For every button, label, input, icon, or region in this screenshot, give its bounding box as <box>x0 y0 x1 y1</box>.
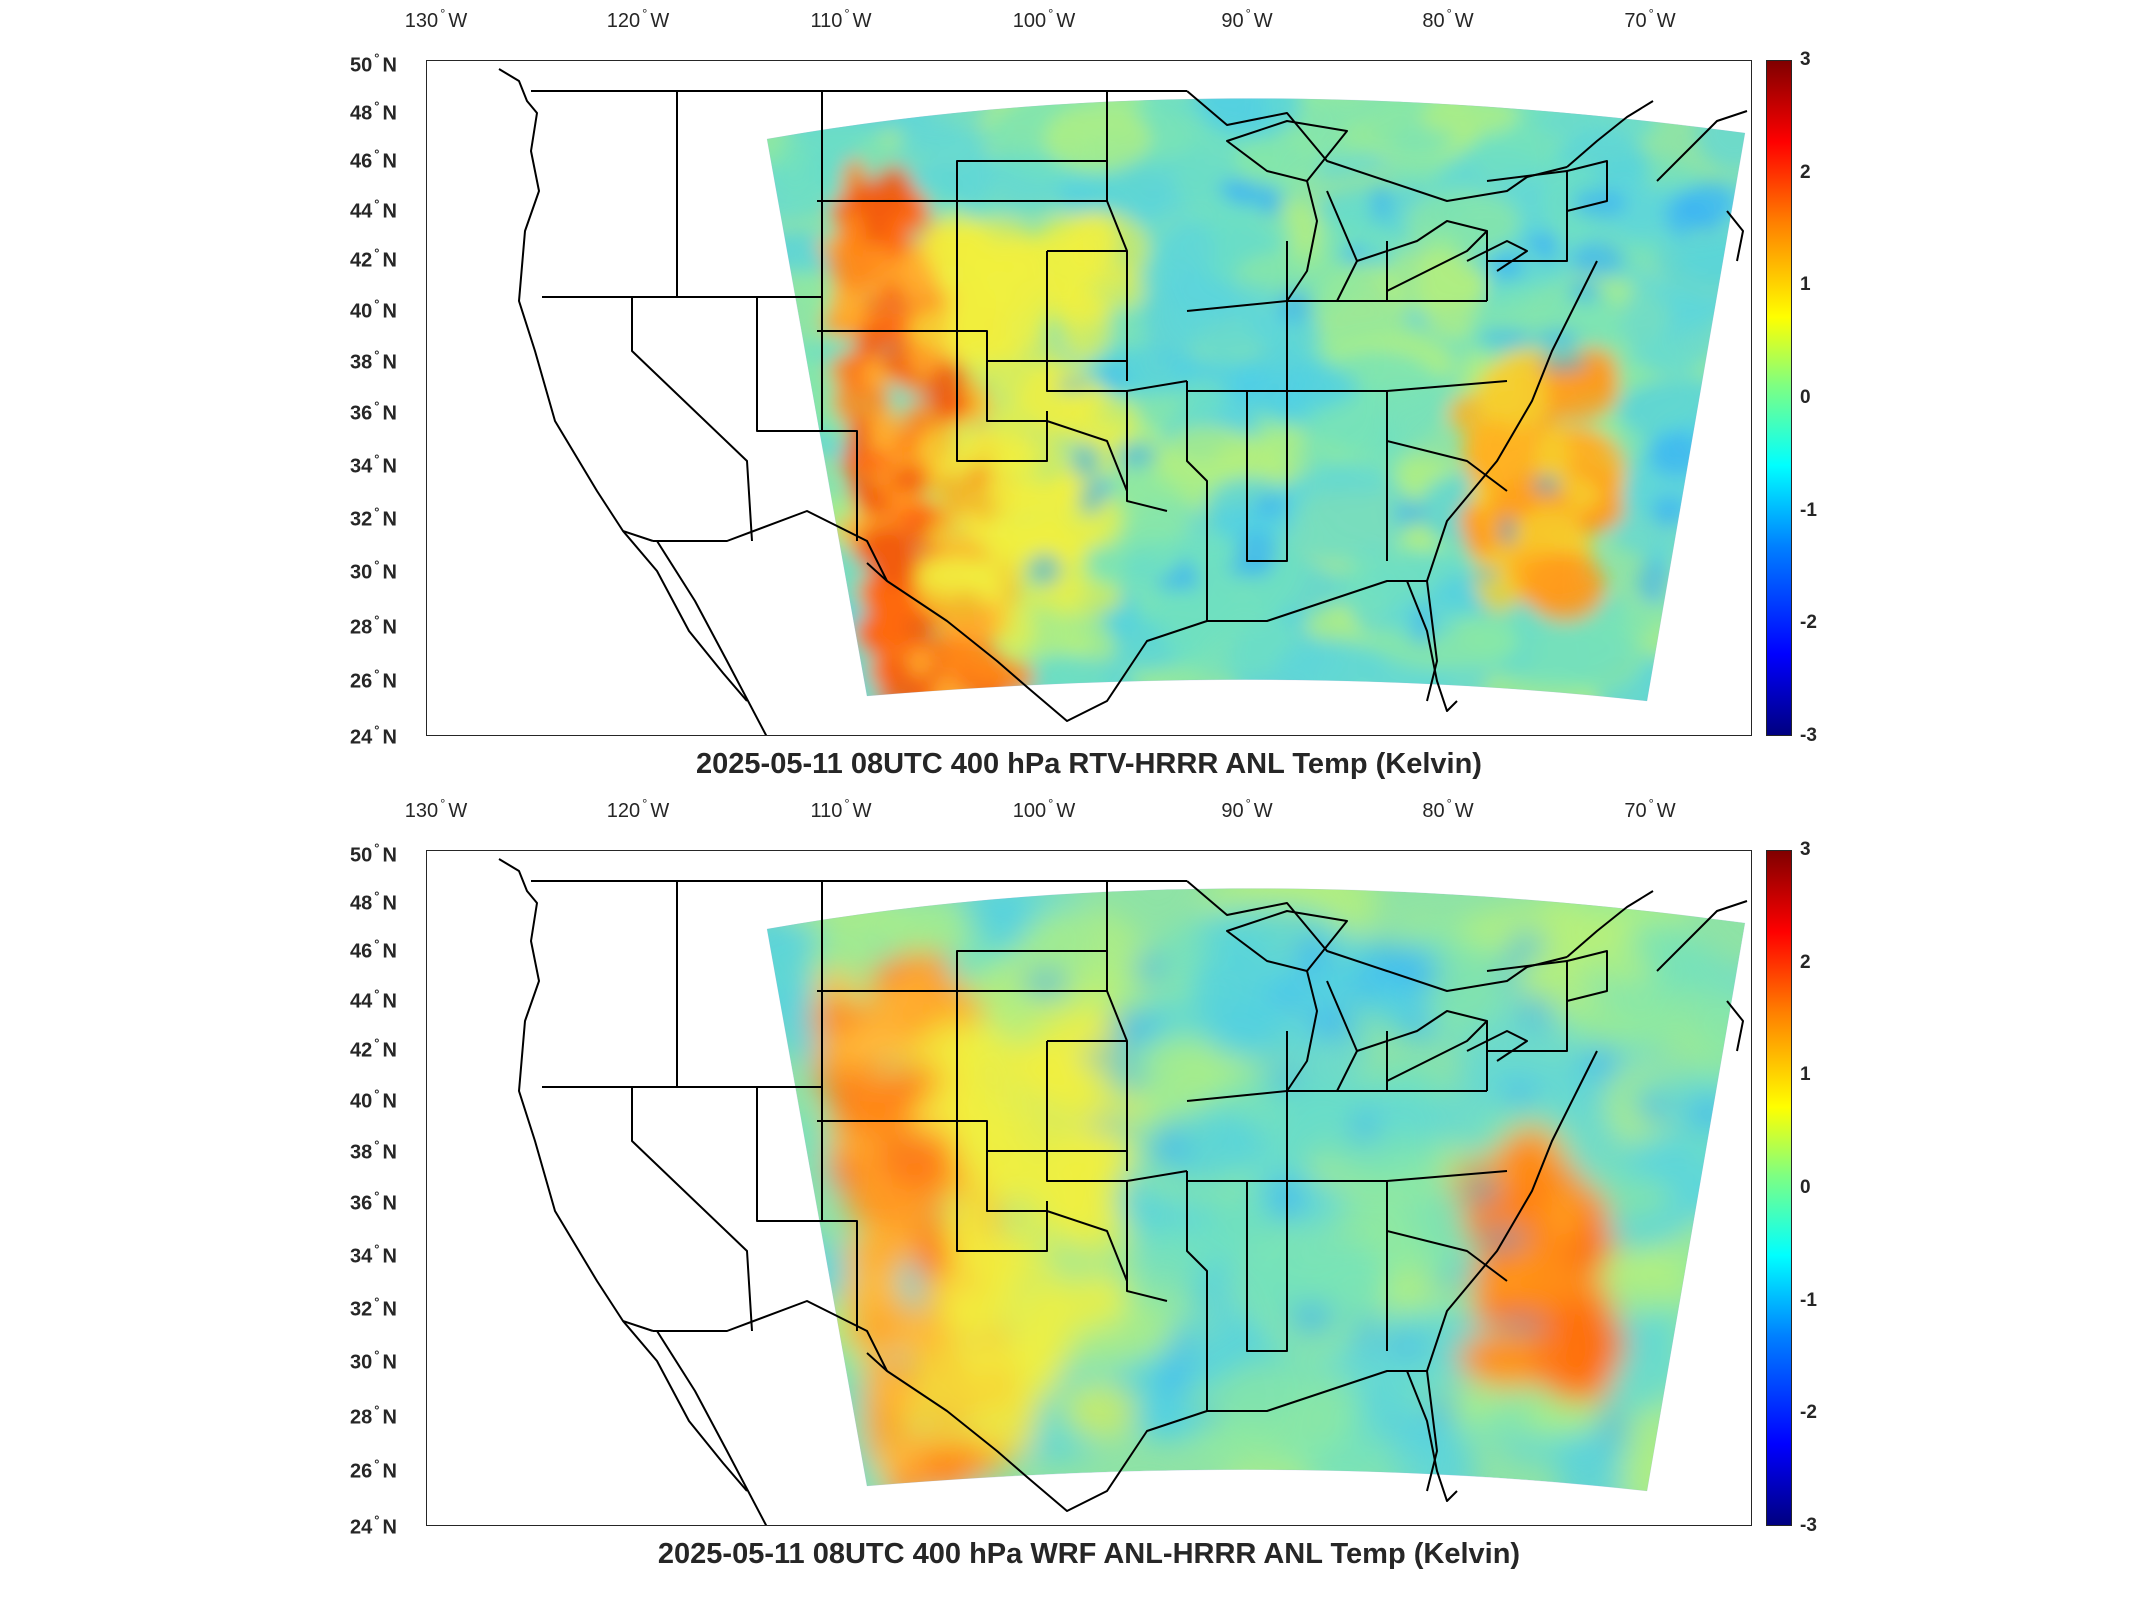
colorbar-tick-label: 3 <box>1800 49 1811 70</box>
colorbar <box>1766 850 1792 1526</box>
colorbar-tick-label: -3 <box>1800 725 1817 746</box>
latitude-tick-label: 28 ° N <box>350 1402 397 1429</box>
map-panel-wrf: 130 ° W 120 ° W 110 ° W 100 ° W 90 ° W 80 ° W 70 ° W 50 ° N 48 °… <box>0 790 2133 1590</box>
colorbar-tick-label: 0 <box>1800 1177 1811 1198</box>
latitude-tick-label: 26 ° N <box>350 1456 397 1483</box>
colorbar-tick-label: 2 <box>1800 951 1811 973</box>
map-plot-area[interactable] <box>426 850 1752 1526</box>
latitude-tick-label: 46 ° N <box>350 936 397 963</box>
map-title: 2025-05-11 08UTC 400 hPa RTV-HRRR ANL Te… <box>696 748 1482 780</box>
state-boundaries <box>498 68 1748 735</box>
longitude-tick-label: 100 ° W <box>1012 796 1076 822</box>
colorbar-tick-label: -2 <box>1800 1402 1817 1424</box>
colorbar-tick-label: 0 <box>1800 387 1811 408</box>
temperature-difference-map <box>498 858 1748 1525</box>
latitude-tick-label: 36 ° N <box>350 1188 397 1215</box>
colorbar-tick-label: 3 <box>1800 839 1811 860</box>
latitude-tick-label: 42 ° N <box>350 1035 397 1062</box>
latitude-tick-label: 28 ° N <box>350 612 397 639</box>
longitude-tick-label: 110 ° W <box>810 6 872 32</box>
latitude-tick-label: 24 ° N <box>350 722 397 749</box>
colorbar-tick-label: -1 <box>1800 499 1817 521</box>
latitude-tick-label: 40 ° N <box>350 296 397 323</box>
state-boundaries <box>498 858 1748 1525</box>
latitude-tick-label: 50 ° N <box>350 50 397 77</box>
latitude-tick-label: 32 ° N <box>350 504 397 531</box>
longitude-tick-label: 90 ° W <box>1221 6 1273 32</box>
latitude-tick-label: 40 ° N <box>350 1086 397 1113</box>
longitude-tick-label: 70 ° W <box>1624 6 1676 32</box>
temperature-difference-map <box>498 68 1748 735</box>
latitude-tick-label: 46 ° N <box>350 146 397 173</box>
latitude-tick-label: 42 ° N <box>350 245 397 272</box>
colorbar-tick-label: -1 <box>1800 1289 1817 1311</box>
longitude-tick-label: 130 ° W <box>404 796 468 822</box>
map-panel-rtv: 130 ° W 120 ° W 110 ° W 100 ° W 90 ° W 80 ° W 70 ° W 50 ° N 48 °… <box>350 6 1817 780</box>
map-title: 2025-05-11 08UTC 400 hPa WRF ANL-HRRR AN… <box>657 1538 1521 1570</box>
latitude-tick-label: 48 ° N <box>350 98 397 125</box>
temperature-field <box>767 98 1745 701</box>
colorbar-tick-label: -2 <box>1800 612 1817 634</box>
longitude-tick-label: 100 ° W <box>1012 6 1076 32</box>
latitude-tick-label: 48 ° N <box>350 888 397 915</box>
longitude-tick-label: 110 ° W <box>810 796 872 822</box>
latitude-tick-label: 30 ° N <box>350 1347 397 1374</box>
latitude-tick-label: 30 ° N <box>350 557 397 584</box>
colorbar <box>1766 60 1792 736</box>
latitude-tick-label: 38 ° N <box>350 347 397 374</box>
latitude-tick-label: 38 ° N <box>350 1137 397 1164</box>
colorbar-tick-label: 1 <box>1800 274 1811 296</box>
colorbar-tick-label: 1 <box>1800 1064 1811 1086</box>
latitude-tick-label: 36 ° N <box>350 398 397 425</box>
latitude-tick-label: 26 ° N <box>350 666 397 693</box>
longitude-tick-label: 80 ° W <box>1422 6 1474 32</box>
latitude-tick-label: 34 ° N <box>350 1241 397 1268</box>
colorbar-tick-label: 2 <box>1800 161 1811 183</box>
latitude-tick-label: 50 ° N <box>350 840 397 867</box>
longitude-tick-label: 90 ° W <box>1221 796 1273 822</box>
latitude-tick-label: 44 ° N <box>350 196 397 223</box>
latitude-tick-label: 44 ° N <box>350 986 397 1013</box>
latitude-tick-label: 34 ° N <box>350 451 397 478</box>
colorbar-tick-label: -3 <box>1800 1515 1817 1536</box>
temperature-field <box>767 888 1745 1491</box>
longitude-tick-label: 120 ° W <box>606 796 670 822</box>
longitude-tick-label: 130 ° W <box>404 6 468 32</box>
longitude-tick-label: 80 ° W <box>1422 796 1474 822</box>
longitude-tick-label: 70 ° W <box>1624 796 1676 822</box>
map-plot-area[interactable] <box>426 60 1752 736</box>
latitude-tick-label: 32 ° N <box>350 1294 397 1321</box>
longitude-tick-label: 120 ° W <box>606 6 670 32</box>
latitude-tick-label: 24 ° N <box>350 1512 397 1539</box>
